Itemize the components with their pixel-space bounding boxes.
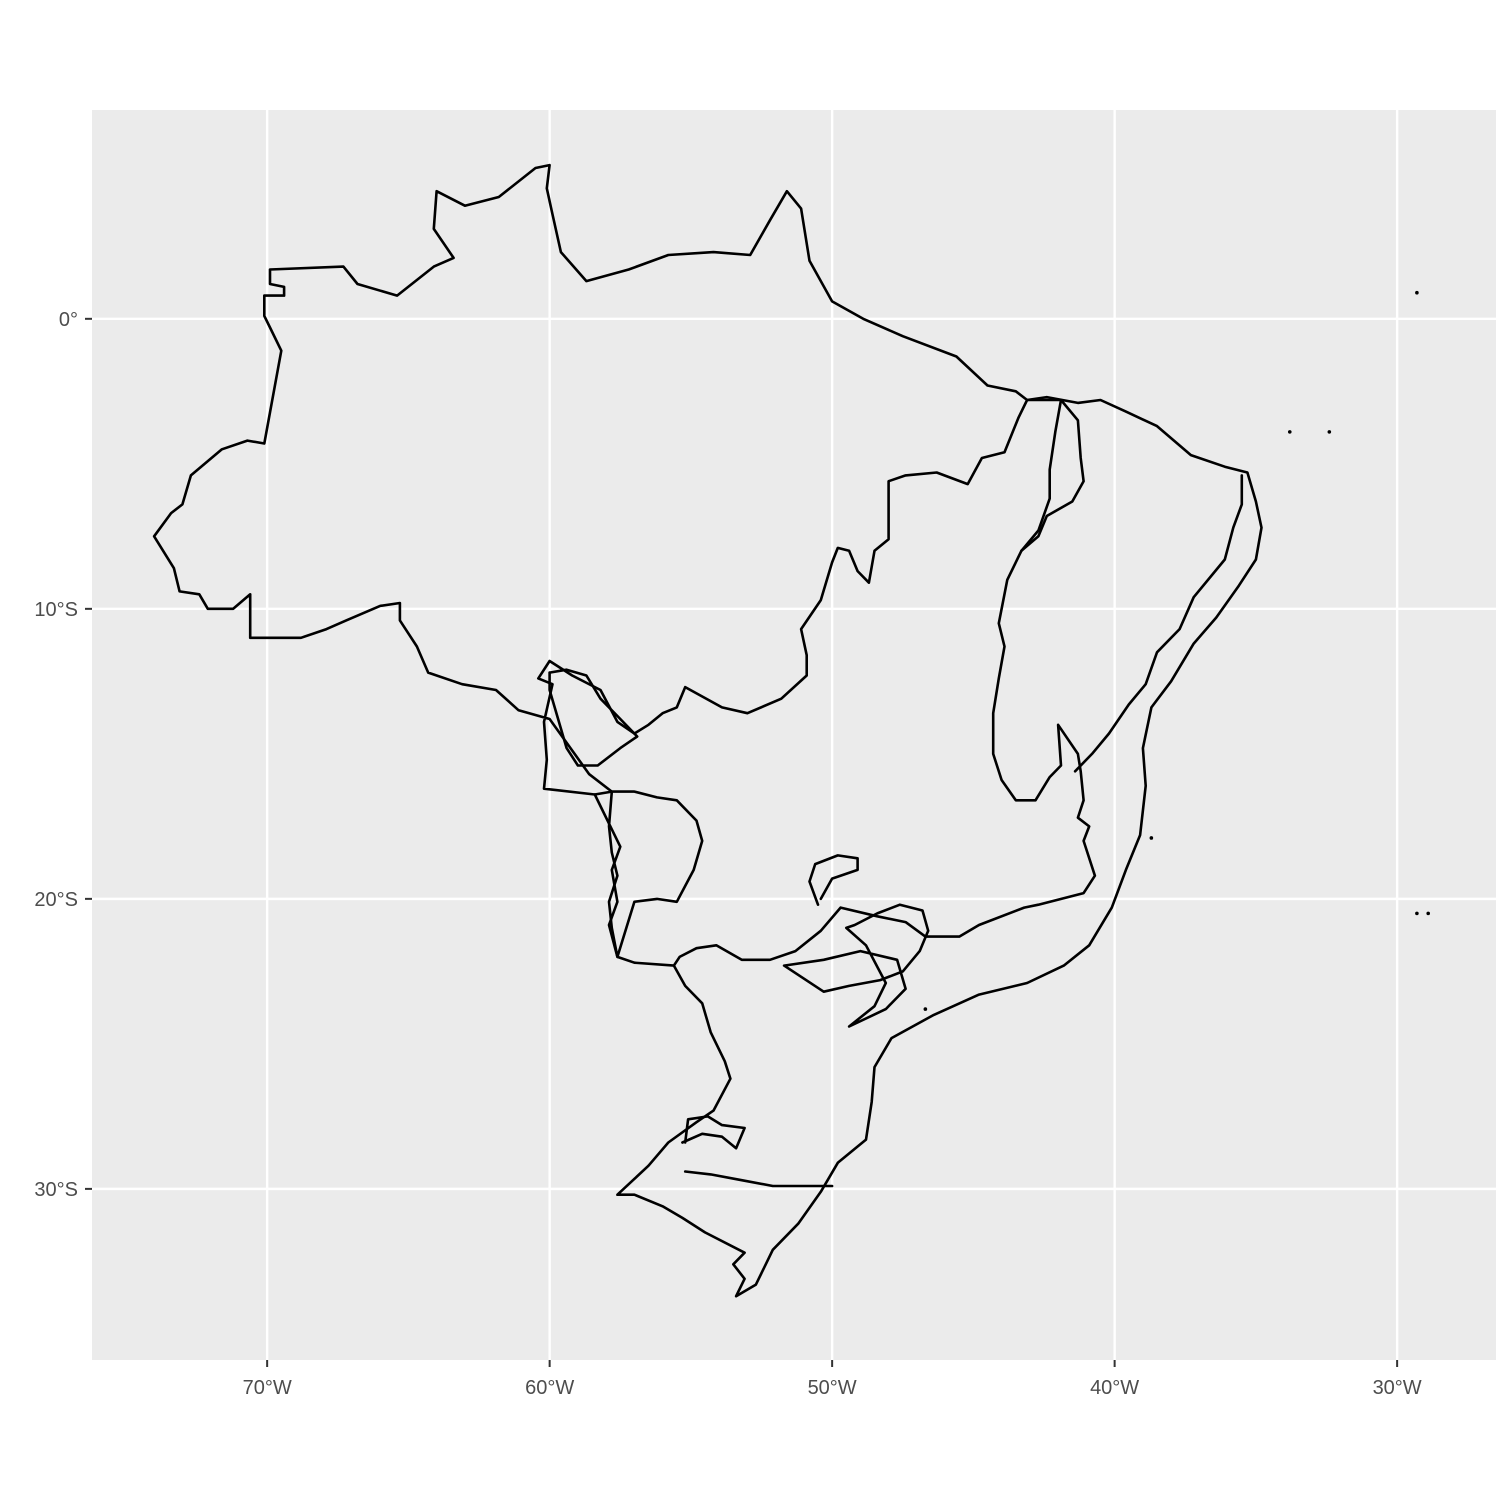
outline-nordeste-inner-coast: [1073, 474, 1244, 773]
outline-pantanal-north: [548, 668, 639, 767]
y-tick-label: 30°S: [34, 1179, 78, 1201]
y-tick-label: 0°: [59, 309, 78, 331]
island-point: [1287, 430, 1292, 434]
x-tick-label: 50°W: [808, 1377, 857, 1399]
outline-nordeste-coast: [593, 395, 1263, 1298]
region-outlines: [152, 163, 1263, 1298]
gridlines: [92, 110, 1496, 1360]
x-tick-label: 40°W: [1090, 1377, 1139, 1399]
outline-pampa-inner: [681, 1115, 746, 1150]
island-point: [1415, 290, 1419, 295]
island-point: [1426, 911, 1431, 916]
plot-panel: [92, 110, 1496, 1360]
island-point: [1149, 836, 1154, 840]
x-axis: 70°W 60°W 50°W 40°W 30°W: [243, 1360, 1422, 1399]
outline-amazon: [152, 163, 1029, 796]
outline-pantanal: [607, 790, 704, 959]
outline-pampa-south: [683, 1170, 834, 1188]
island-point: [1327, 430, 1332, 434]
x-tick-label: 30°W: [1373, 1377, 1422, 1399]
island-points: [923, 290, 1431, 1011]
outline-biome-north-south: [672, 398, 1097, 967]
x-tick-label: 70°W: [243, 1377, 292, 1399]
island-point: [1415, 911, 1419, 916]
x-tick-label: 60°W: [525, 1377, 574, 1399]
outline-atlantic-forest-inner: [782, 903, 930, 1028]
y-axis: 0° 10°S 20°S 30°S: [34, 309, 92, 1201]
y-tick-label: 20°S: [34, 889, 78, 911]
y-tick-label: 10°S: [34, 599, 78, 621]
island-point: [923, 1007, 928, 1011]
outline-atlantic-forest-north: [808, 854, 859, 906]
outline-caatinga-west: [1020, 398, 1063, 553]
